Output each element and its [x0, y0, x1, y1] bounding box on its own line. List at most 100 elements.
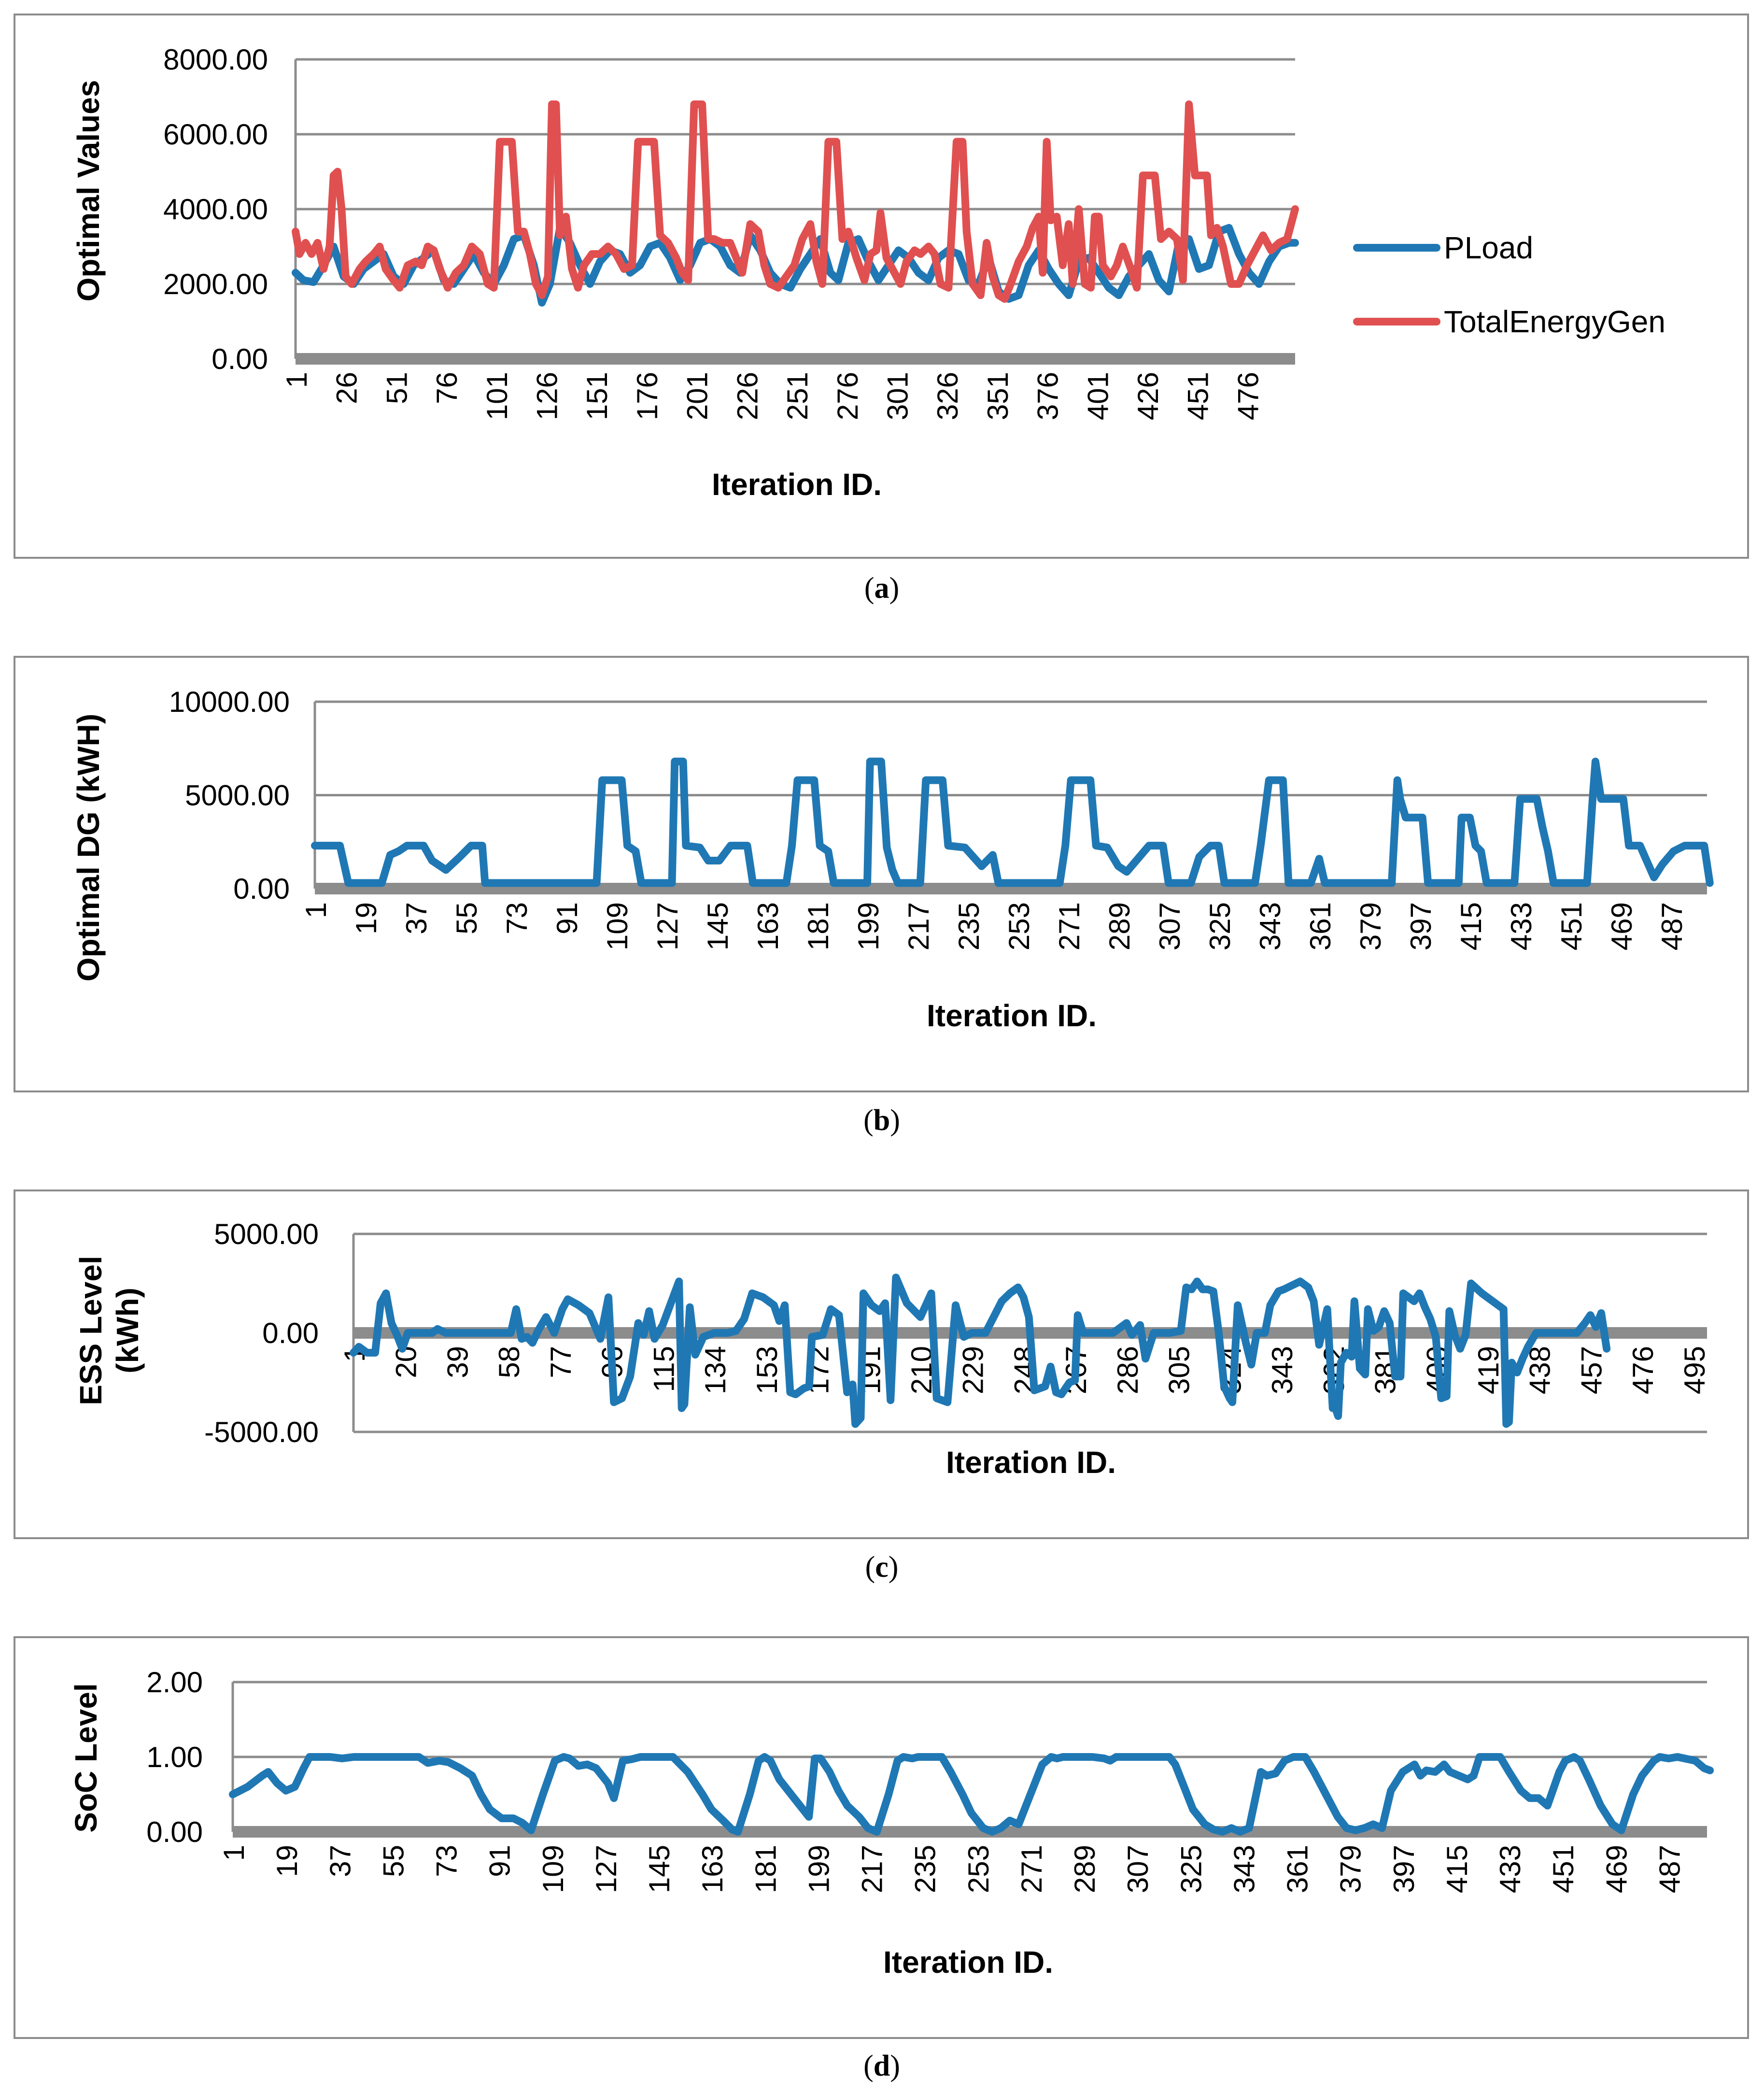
y-gridlines-b	[313, 700, 1707, 894]
x-tick-label: 451	[1547, 1845, 1580, 1893]
panel-caption-a: (a)	[864, 572, 899, 605]
x-tick-label: 1	[300, 902, 332, 918]
x-tick-label: 301	[882, 372, 914, 420]
y-axis-label-b: Optimal DG (kWH)	[71, 714, 106, 982]
x-tick-label: 271	[1016, 1845, 1048, 1893]
x-tick-label: 379	[1335, 1845, 1367, 1893]
x-tick-label: 37	[400, 902, 433, 934]
x-tick-label: 343	[1266, 1346, 1298, 1394]
x-tick-label: 325	[1175, 1845, 1207, 1893]
x-tick-label: 55	[451, 902, 483, 934]
chart-frame-a	[14, 14, 1749, 559]
series-line-soc-level	[229, 1753, 1714, 1836]
x-tick-label: 376	[1032, 372, 1064, 420]
x-tick-label: 419	[1472, 1346, 1505, 1394]
x-tick-label: 145	[643, 1845, 676, 1893]
x-tick-labels-b: 1 19 37 55 73 91 109 127 145 163 181 199 217 235 253 27…	[300, 902, 1688, 950]
x-tick-label: 217	[903, 902, 935, 950]
x-tick-label: 397	[1405, 902, 1437, 950]
x-tick-label: 109	[537, 1845, 569, 1893]
series-group-b	[311, 757, 1714, 887]
y-tick-label: 0.00	[262, 1317, 319, 1349]
x-tick-label: 199	[803, 1845, 835, 1893]
x-tick-label: 307	[1154, 902, 1186, 950]
x-tick-label: 469	[1606, 902, 1638, 950]
x-tick-label: 251	[781, 372, 814, 420]
x-tick-label: 91	[551, 902, 583, 934]
x-tick-label: 476	[1627, 1346, 1659, 1394]
x-tick-label: 20	[390, 1346, 423, 1378]
x-axis-label-c: Iteration ID.	[946, 1445, 1116, 1480]
x-tick-label: 73	[501, 902, 533, 934]
y-tick-label: 2000.00	[163, 268, 268, 300]
x-tick-label: 126	[531, 372, 564, 420]
x-tick-label: 451	[1555, 902, 1588, 950]
series-line-totalenergygen	[292, 100, 1299, 303]
series-group-a	[292, 100, 1299, 307]
series-line-ess-level	[350, 1274, 1611, 1428]
x-tick-label: 235	[953, 902, 985, 950]
x-axis-label-d: Iteration ID.	[883, 1945, 1053, 1980]
x-tick-label: 145	[702, 902, 734, 950]
x-tick-label: 343	[1254, 902, 1286, 950]
x-tick-label: 289	[1103, 902, 1136, 950]
x-tick-labels-a: 1 26 51 76 101 126 151 176 201 226 251 276 301 326 351…	[281, 372, 1264, 420]
x-tick-label: 51	[381, 372, 413, 404]
chart-panel-d: 0.001.002.00 1 19 37 55 73 91 109 127 145 163 181 1…	[14, 1636, 1749, 2039]
x-tick-label: 361	[1282, 1845, 1314, 1893]
x-tick-label: 134	[699, 1346, 732, 1394]
x-tick-label: 1	[281, 372, 313, 388]
x-tick-label: 163	[696, 1845, 729, 1893]
x-tick-label: 457	[1576, 1346, 1608, 1394]
x-tick-label: 451	[1182, 372, 1214, 420]
x-tick-label: 19	[350, 902, 382, 934]
x-tick-label: 115	[648, 1346, 680, 1392]
y-tick-label: 5000.00	[214, 1218, 319, 1250]
x-tick-label: 397	[1388, 1845, 1420, 1893]
x-tick-label: 487	[1656, 902, 1688, 950]
x-tick-label: 476	[1232, 372, 1264, 420]
panel-caption-b: (b)	[863, 1104, 900, 1137]
x-tick-label: 253	[962, 1845, 995, 1893]
x-tick-label: 1	[218, 1845, 250, 1861]
x-tick-label: 91	[484, 1845, 516, 1877]
x-tick-label: 127	[651, 902, 684, 950]
y-tick-labels-a: 0.00 2000.00 4000.00 6000.00 8000.00	[163, 43, 268, 375]
legend-label-totalenergygen: TotalEnergyGen	[1444, 304, 1665, 339]
y-tick-labels-b: 0.00 5000.00 10000.00	[169, 686, 290, 905]
y-tick-label: 8000.00	[163, 43, 268, 76]
x-tick-label: 73	[431, 1845, 463, 1877]
series-group-d	[229, 1753, 1714, 1836]
y-axis-label-d: SoC Level	[69, 1683, 103, 1832]
x-tick-label: 199	[852, 902, 885, 950]
x-tick-label: 37	[324, 1845, 356, 1877]
x-tick-label: 181	[802, 902, 834, 950]
x-tick-label: 433	[1505, 902, 1538, 950]
x-tick-label: 351	[982, 372, 1014, 420]
y-tick-label: 2.00	[146, 1666, 203, 1699]
x-tick-label: 229	[957, 1346, 989, 1394]
x-tick-label: 235	[909, 1845, 942, 1893]
x-tick-label: 181	[749, 1845, 782, 1893]
x-axis-label-b: Iteration ID.	[927, 998, 1097, 1033]
x-tick-label: 276	[832, 372, 864, 420]
chart-panel-b: 0.00 5000.00 10000.00 1 19 37 55 73 91 109 127 145…	[14, 656, 1749, 1092]
x-tick-label: 487	[1654, 1845, 1686, 1893]
x-tick-label: 58	[493, 1346, 525, 1378]
x-tick-label: 77	[545, 1346, 577, 1378]
chart-frame-c	[14, 1189, 1749, 1539]
y-tick-label: 0.00	[146, 1816, 203, 1848]
x-tick-label: 361	[1304, 902, 1337, 950]
y-tick-label: 0.00	[233, 873, 290, 905]
panel-caption-c: (c)	[865, 1551, 899, 1584]
x-tick-label: 307	[1122, 1845, 1154, 1893]
legend-label-pload: PLoad	[1444, 230, 1533, 265]
x-tick-label: 415	[1455, 902, 1487, 950]
x-tick-label: 217	[856, 1845, 889, 1893]
x-tick-labels-d: 1 19 37 55 73 91 109 127 145 163 181 199 217 235 253 27…	[218, 1845, 1686, 1893]
x-tick-label: 201	[681, 372, 714, 420]
y-axis-label-a: Optimal Values	[71, 80, 106, 302]
x-axis-label-a: Iteration ID.	[712, 467, 882, 502]
series-group-c	[350, 1274, 1611, 1428]
